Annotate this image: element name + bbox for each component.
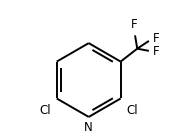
- Text: Cl: Cl: [40, 104, 51, 117]
- Text: N: N: [84, 121, 93, 134]
- Text: F: F: [153, 32, 159, 45]
- Text: F: F: [131, 18, 138, 31]
- Text: F: F: [153, 45, 159, 58]
- Text: Cl: Cl: [126, 104, 138, 117]
